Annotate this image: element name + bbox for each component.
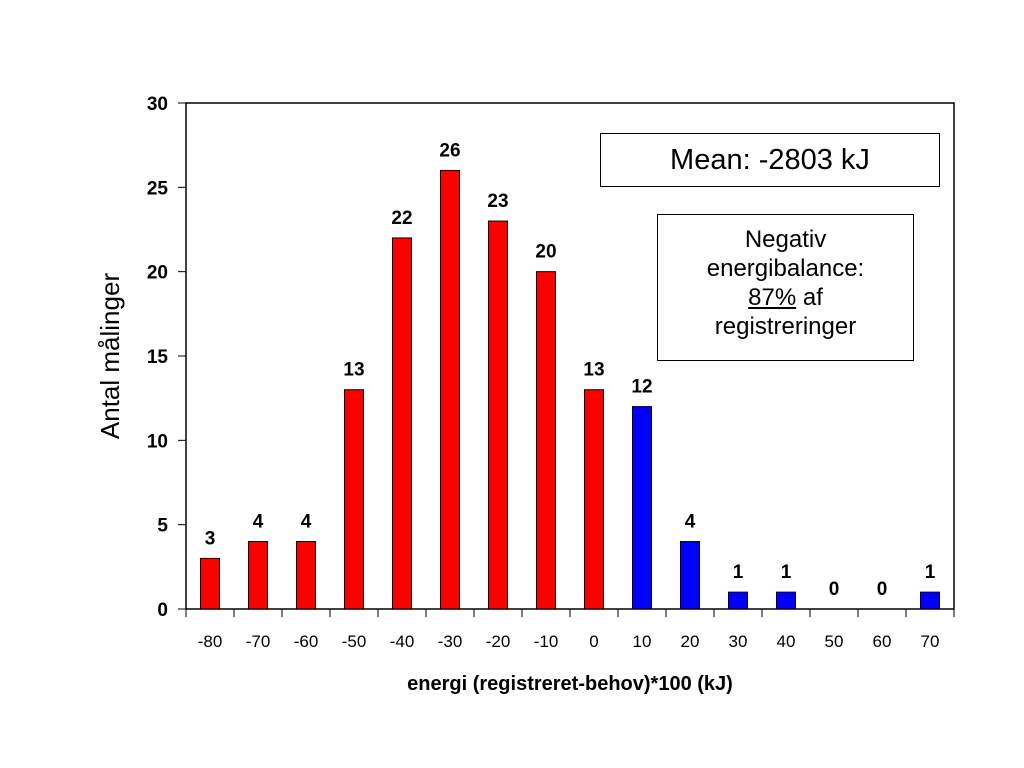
bar--40	[392, 237, 412, 610]
x-tick-label--40: -40	[390, 632, 415, 651]
bar-label--20: 23	[487, 191, 508, 212]
bar-label--30: 26	[439, 140, 460, 161]
bar-label-60: 0	[877, 579, 888, 600]
bar--60	[296, 541, 316, 610]
neg-line-2: energibalance:	[706, 255, 865, 282]
bar-label--60: 4	[301, 512, 312, 533]
bar-10	[632, 406, 652, 610]
y-axis-title: Antal målinger	[95, 273, 125, 440]
bar-label-70: 1	[925, 562, 936, 583]
neg-af: af	[796, 284, 823, 311]
bar-0	[584, 389, 604, 610]
x-tick-label-0: 0	[589, 632, 598, 651]
x-tick-label--20: -20	[486, 632, 511, 651]
bar-label-10: 12	[631, 377, 652, 398]
neg-line-4: registreringer	[714, 313, 857, 340]
bar-label-20: 4	[685, 512, 696, 533]
bar-label-30: 1	[733, 562, 744, 583]
mean-text: Mean: -2803 kJ	[670, 144, 870, 176]
neg-line-1: Negativ	[744, 226, 827, 253]
x-tick-label-50: 50	[825, 632, 844, 651]
bar--30	[440, 169, 460, 610]
bar-label--10: 20	[535, 242, 556, 263]
bar-70	[920, 591, 940, 610]
bar--50	[344, 389, 364, 610]
x-tick-label--30: -30	[438, 632, 463, 651]
x-tick-label-40: 40	[777, 632, 796, 651]
bar-40	[776, 591, 796, 610]
negative-balance-annotation-box: Negativ energibalance: 87% af registreri…	[657, 214, 914, 361]
x-tick-label-20: 20	[681, 632, 700, 651]
bar-label-50: 0	[829, 579, 840, 600]
y-tick-label-5: 5	[157, 516, 168, 537]
y-tick-label-10: 10	[147, 431, 168, 452]
bar-label--50: 13	[343, 360, 364, 381]
x-tick-label--60: -60	[294, 632, 319, 651]
x-tick-label-70: 70	[921, 632, 940, 651]
x-tick-label--50: -50	[342, 632, 367, 651]
mean-annotation-box: Mean: -2803 kJ	[600, 133, 940, 187]
bar--80	[200, 557, 220, 610]
bar-label--70: 4	[253, 512, 264, 533]
bar-label--40: 22	[391, 208, 412, 229]
bar-labels-group: 3 4 4 13 22 26 23 20 13 12 4 1 1 0 0 1	[205, 140, 936, 600]
bar-20	[680, 541, 700, 610]
x-axis: -80 -70 -60 -50 -40 -30 -20 -10 0 10 20 30 40 50 60 70	[185, 609, 955, 651]
x-tick-label-30: 30	[729, 632, 748, 651]
y-axis: 0 5 10 15 20 25 30	[147, 94, 186, 621]
x-tick-label--80: -80	[198, 632, 223, 651]
bar--20	[488, 220, 508, 610]
bar-label--80: 3	[205, 528, 216, 549]
y-tick-label-15: 15	[147, 347, 169, 368]
x-tick-label-60: 60	[873, 632, 892, 651]
x-axis-title: energi (registreret-behov)*100 (kJ)	[407, 673, 733, 695]
bar-30	[728, 591, 748, 610]
y-tick-label-0: 0	[157, 600, 168, 621]
bar-label-0: 13	[583, 360, 604, 381]
bar--70	[248, 541, 268, 610]
neg-percentage: 87%	[748, 284, 797, 311]
y-tick-label-30: 30	[147, 94, 168, 115]
x-tick-label--10: -10	[534, 632, 559, 651]
x-tick-label-10: 10	[633, 632, 652, 651]
x-tick-label--70: -70	[246, 632, 271, 651]
y-tick-label-25: 25	[147, 178, 169, 199]
neg-line-3: 87% af	[658, 283, 913, 312]
bar-label-40: 1	[781, 562, 792, 583]
y-tick-label-20: 20	[147, 263, 168, 284]
bars-group	[200, 169, 940, 610]
bar--10	[536, 271, 556, 610]
